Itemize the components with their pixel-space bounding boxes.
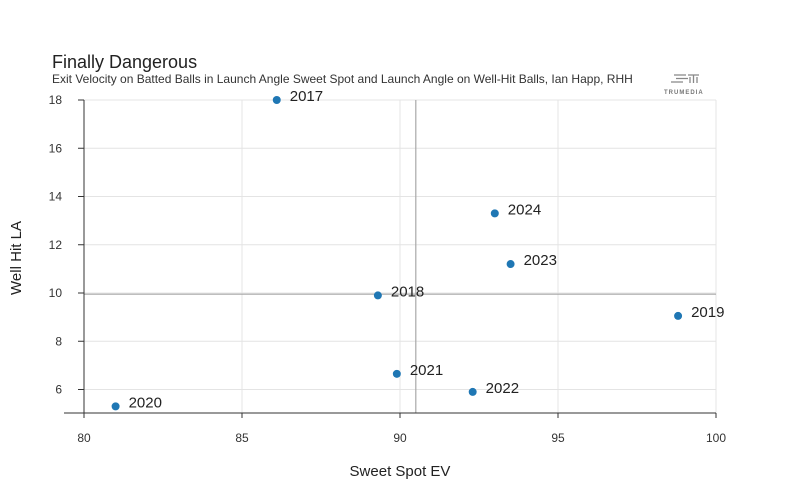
y-tick-label: 18 <box>49 93 63 107</box>
point-label-2022: 2022 <box>486 380 519 397</box>
y-tick-label: 16 <box>49 141 63 155</box>
grid <box>84 99 717 413</box>
data-points: 2017 2018 2019 2020 2021 2022 2023 2024 <box>111 88 724 411</box>
data-point-2017 <box>272 96 281 104</box>
y-axis-title: Well Hit LA <box>8 221 25 295</box>
x-axis-title: Sweet Spot EV <box>350 463 451 480</box>
y-tick-label: 10 <box>49 286 63 300</box>
data-point-2023 <box>506 260 515 269</box>
reference-lines <box>84 100 716 413</box>
x-tick-label: 95 <box>551 431 565 445</box>
data-point-2020 <box>111 402 120 411</box>
data-point-2022 <box>468 387 477 396</box>
point-label-2021: 2021 <box>410 362 443 379</box>
point-label-2019: 2019 <box>691 304 724 321</box>
y-tick-label: 6 <box>55 383 62 397</box>
point-label-2023: 2023 <box>524 252 557 269</box>
chart-subtitle: Exit Velocity on Batted Balls in Launch … <box>52 72 633 86</box>
data-point-2018 <box>373 291 382 300</box>
point-label-2018: 2018 <box>391 283 424 300</box>
y-tick-label: 14 <box>49 190 63 204</box>
chart-title: Finally Dangerous <box>52 52 197 72</box>
data-point-2019 <box>674 311 683 320</box>
x-tick-label: 80 <box>77 431 91 445</box>
y-tick-label: 8 <box>55 334 62 348</box>
y-tick-label: 12 <box>49 238 63 252</box>
x-tick-label: 90 <box>393 431 407 445</box>
x-tick-label: 100 <box>706 431 726 445</box>
point-label-2024: 2024 <box>508 201 541 218</box>
data-point-2021 <box>392 369 401 378</box>
trumedia-logo-icon <box>671 74 699 83</box>
point-label-2020: 2020 <box>129 394 162 411</box>
trumedia-logo-text: TRUMEDIA <box>664 90 704 96</box>
data-point-2024 <box>490 209 499 218</box>
point-label-2017: 2017 <box>290 88 323 105</box>
trumedia-logo: TRUMEDIA <box>664 74 704 96</box>
x-tick-label: 85 <box>235 431 249 445</box>
axes: 6 8 10 12 14 16 18 80 85 90 95 100 <box>49 93 727 445</box>
